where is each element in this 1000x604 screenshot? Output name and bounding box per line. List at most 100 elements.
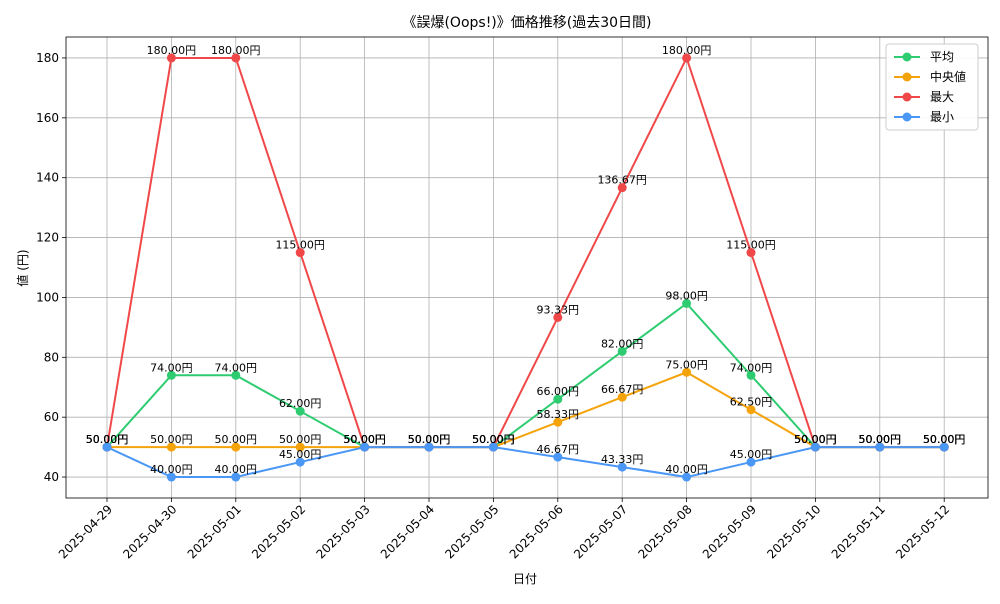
data-label: 50.00円 xyxy=(472,433,515,446)
data-point xyxy=(488,442,498,452)
data-label: 50.00円 xyxy=(408,433,451,446)
data-label: 50.00円 xyxy=(86,433,129,446)
data-point xyxy=(102,442,112,452)
series-layer xyxy=(102,53,949,482)
data-label: 50.00円 xyxy=(86,433,129,446)
data-point xyxy=(939,442,949,452)
data-point xyxy=(617,346,627,356)
plot-frame xyxy=(65,36,989,499)
data-point xyxy=(682,367,692,377)
data-label: 62.00円 xyxy=(279,397,322,410)
data-label: 50.00円 xyxy=(923,433,966,446)
data-label: 46.67円 xyxy=(537,443,580,456)
data-label: 93.33円 xyxy=(537,303,580,316)
data-point xyxy=(295,406,305,416)
data-point xyxy=(295,442,305,452)
data-point xyxy=(166,472,176,482)
data-label: 50.00円 xyxy=(859,433,902,446)
data-label: 50.00円 xyxy=(794,433,837,446)
y-tick-label: 120 xyxy=(36,231,59,245)
data-label: 50.00円 xyxy=(923,433,966,446)
chart-title: 《誤爆(Oops!)》価格推移(過去30日間) xyxy=(402,15,651,31)
data-labels: 50.00円 74.00円 74.00円 62.00円 50.00円 50.00円 50.0… xyxy=(86,44,966,476)
data-point xyxy=(746,370,756,380)
legend-marker xyxy=(902,112,912,122)
data-label: 40.00円 xyxy=(665,463,708,476)
data-label: 74.00円 xyxy=(215,361,258,374)
y-tick-label: 180 xyxy=(36,51,59,65)
data-point xyxy=(166,370,176,380)
data-label: 50.00円 xyxy=(859,433,902,446)
y-axis-label: 値 (円) xyxy=(15,249,30,286)
data-label: 50.00円 xyxy=(408,433,451,446)
data-label: 50.00円 xyxy=(859,433,902,446)
data-label: 50.00円 xyxy=(472,433,515,446)
data-point xyxy=(166,53,176,63)
data-label: 50.00円 xyxy=(472,433,515,446)
data-point xyxy=(553,452,563,462)
data-point xyxy=(617,392,627,402)
data-point xyxy=(166,442,176,452)
data-label: 136.67円 xyxy=(597,174,647,187)
data-label: 50.00円 xyxy=(150,433,193,446)
data-point xyxy=(231,370,241,380)
data-label: 50.00円 xyxy=(794,433,837,446)
data-label: 50.00円 xyxy=(343,433,386,446)
data-point xyxy=(424,442,434,452)
data-label: 50.00円 xyxy=(279,433,322,446)
data-label: 50.00円 xyxy=(794,433,837,446)
data-point xyxy=(682,472,692,482)
data-label: 180.00円 xyxy=(147,44,197,57)
data-label: 45.00円 xyxy=(279,448,322,461)
data-point xyxy=(231,472,241,482)
data-label: 58.33円 xyxy=(537,408,580,421)
data-point xyxy=(553,394,563,404)
legend-entry: 中央値 xyxy=(930,69,966,84)
data-label: 40.00円 xyxy=(215,463,258,476)
data-label: 50.00円 xyxy=(215,433,258,446)
data-point xyxy=(746,248,756,258)
y-tick-label: 160 xyxy=(36,111,59,125)
data-label: 50.00円 xyxy=(472,433,515,446)
data-point xyxy=(360,442,370,452)
data-label: 180.00円 xyxy=(662,44,712,57)
data-point xyxy=(553,312,563,322)
data-label: 43.33円 xyxy=(601,453,644,466)
series-line xyxy=(107,371,945,449)
data-label: 50.00円 xyxy=(923,433,966,446)
data-point xyxy=(682,298,692,308)
data-point xyxy=(746,405,756,415)
y-tick-label: 80 xyxy=(44,350,59,364)
legend-box xyxy=(885,43,979,131)
data-label: 50.00円 xyxy=(859,433,902,446)
data-label: 82.00円 xyxy=(601,337,644,350)
data-point xyxy=(295,248,305,258)
data-point xyxy=(553,417,563,427)
data-point xyxy=(810,442,820,452)
legend-entry: 最小 xyxy=(930,110,954,124)
data-point xyxy=(746,457,756,467)
data-label: 66.00円 xyxy=(537,385,580,398)
y-tick-label: 100 xyxy=(36,290,59,304)
y-tick-label: 40 xyxy=(44,470,59,484)
data-point xyxy=(231,442,241,452)
data-label: 50.00円 xyxy=(408,433,451,446)
data-point xyxy=(682,53,692,63)
data-label: 62.50円 xyxy=(730,396,773,409)
data-point xyxy=(231,53,241,63)
data-label: 50.00円 xyxy=(86,433,129,446)
x-axis-label: 日付 xyxy=(513,572,537,586)
data-label: 74.00円 xyxy=(730,361,773,374)
grid xyxy=(66,37,988,498)
data-label: 50.00円 xyxy=(343,433,386,446)
y-tick-label: 60 xyxy=(44,410,59,424)
legend-marker xyxy=(902,72,912,82)
data-label: 74.00円 xyxy=(150,361,193,374)
data-point xyxy=(875,442,885,452)
data-label: 98.00円 xyxy=(665,289,708,302)
data-label: 45.00円 xyxy=(730,448,773,461)
data-label: 50.00円 xyxy=(923,433,966,446)
